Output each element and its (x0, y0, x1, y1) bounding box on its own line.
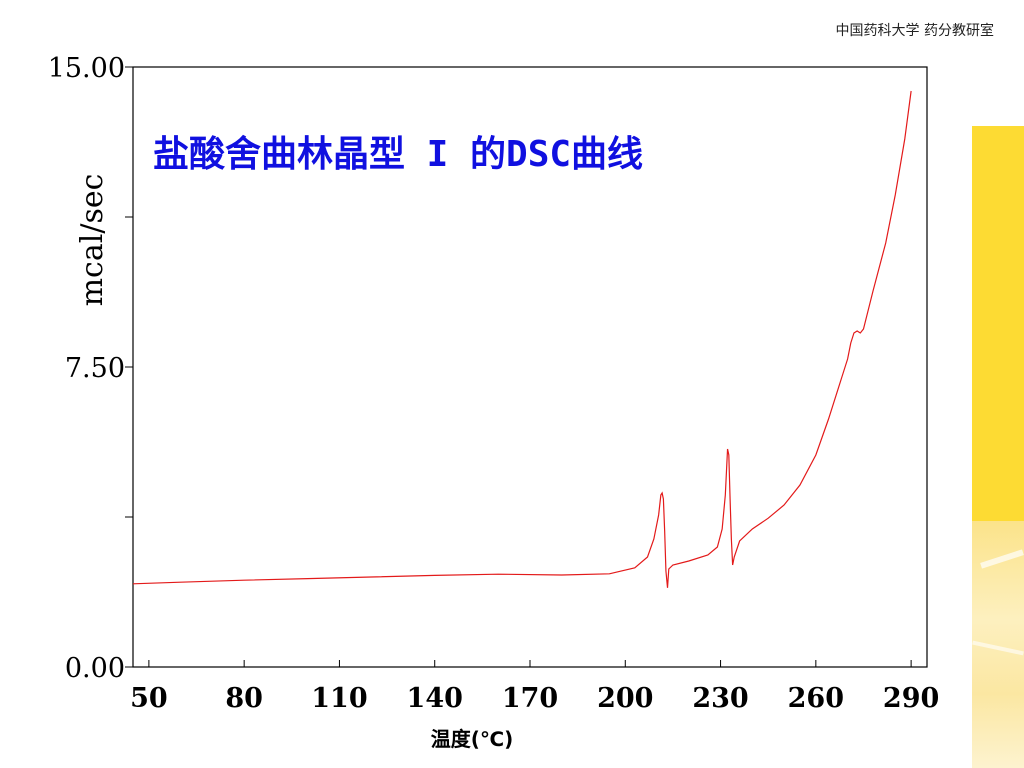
x-axis-label: 温度(℃) (431, 727, 514, 751)
decorative-yellow-block (972, 126, 1024, 521)
x-tick-label: 260 (788, 683, 844, 714)
dsc-curve-line (132, 90, 912, 588)
ticks-layer: 50 80 110 140 170 200 230 260 290 0.00 7.50 15.00 (48, 53, 940, 714)
x-tick-label: 170 (502, 683, 558, 714)
y-axis-label: mcal/sec (75, 174, 110, 307)
x-tick-label: 290 (883, 683, 939, 714)
x-tick-label: 140 (407, 683, 463, 714)
x-tick-label: 200 (597, 683, 653, 714)
decorative-side-bar (972, 126, 1024, 768)
y-tick-label: 7.50 (65, 353, 125, 384)
x-tick-label: 110 (311, 683, 367, 714)
x-tick-label: 50 (130, 683, 168, 714)
y-tick-label: 0.00 (65, 653, 125, 684)
x-tick-label: 230 (692, 683, 748, 714)
chart-title: 盐酸舍曲林晶型 I 的DSC曲线 (153, 134, 643, 175)
y-tick-label: 15.00 (48, 53, 125, 84)
x-tick-label: 80 (225, 683, 263, 714)
dsc-chart: 50 80 110 140 170 200 230 260 290 0.00 7.50 15.00 盐… (48, 53, 940, 751)
header-institution: 中国药科大学 药分教研室 (835, 23, 994, 39)
